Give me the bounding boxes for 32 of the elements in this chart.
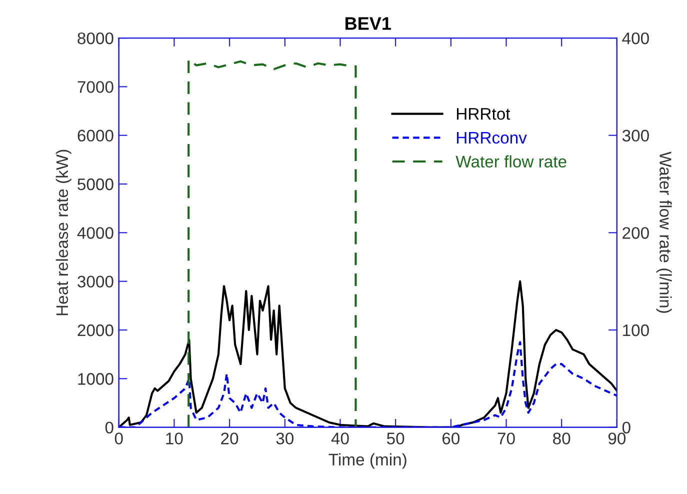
y-tick-label: 1000: [78, 373, 114, 385]
legend-label: HRRtot: [456, 108, 510, 120]
y2-axis-title: Water flow rate (l/min): [656, 152, 672, 313]
x-tick-label: 30: [276, 432, 294, 444]
legend-label: HRRconv: [456, 132, 527, 144]
x-axis-title: Time (min): [328, 453, 406, 469]
x-tick-label: 40: [331, 432, 349, 444]
y2-tick-label: 100: [623, 324, 649, 336]
legend-label: Water flow rate: [456, 155, 566, 168]
y-tick-label: 8000: [78, 32, 114, 44]
x-tick-label: 90: [608, 432, 626, 444]
y-tick-label: 6000: [78, 130, 114, 142]
chart-title: BEV1: [346, 17, 391, 30]
x-tick-label: 0: [114, 432, 123, 444]
y-tick-label: 7000: [78, 81, 114, 93]
y-tick-label: 0: [105, 422, 114, 434]
x-tick-label: 20: [221, 432, 238, 444]
x-tick-label: 10: [166, 432, 183, 444]
x-tick-label: 60: [442, 432, 460, 444]
y-tick-label: 3000: [78, 276, 114, 288]
y-tick-label: 5000: [78, 178, 114, 190]
x-tick-label: 50: [386, 432, 404, 444]
y2-tick-label: 200: [622, 227, 649, 239]
y2-tick-label: 0: [622, 422, 630, 434]
y-axis-title: Heat release rate (kW): [56, 150, 72, 316]
y-tick-label: 4000: [77, 227, 114, 239]
x-tick-label: 70: [498, 432, 515, 444]
y2-tick-label: 400: [622, 32, 649, 44]
y2-tick-label: 300: [622, 130, 649, 142]
x-tick-label: 80: [553, 432, 570, 444]
y-tick-label: 2000: [78, 324, 114, 336]
line-series: [188, 58, 357, 428]
